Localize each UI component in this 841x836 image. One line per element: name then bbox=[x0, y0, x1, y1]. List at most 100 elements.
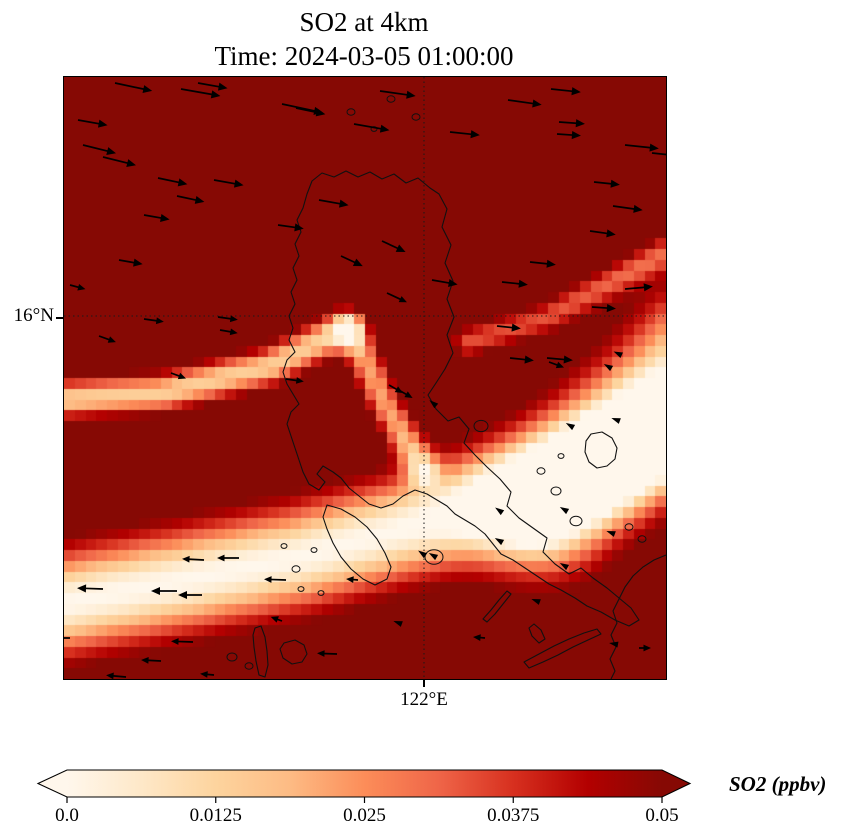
coastline-islet bbox=[536, 467, 546, 475]
coastline-islet bbox=[280, 543, 288, 549]
x-axis-tick-mark bbox=[423, 680, 425, 687]
coastline-islet bbox=[637, 535, 647, 543]
y-axis-tick-mark bbox=[56, 317, 64, 319]
wind-arrow bbox=[151, 586, 177, 596]
wind-quiver-layer bbox=[64, 82, 666, 679]
colorbar-tick-label: 0.025 bbox=[343, 805, 386, 826]
coastline-catanduanes bbox=[584, 431, 618, 469]
coastline-islet bbox=[550, 486, 562, 496]
coastline-mindoro bbox=[322, 504, 392, 586]
wind-arrow bbox=[612, 204, 643, 213]
so2-heatmap bbox=[64, 77, 666, 679]
wind-arrow bbox=[285, 377, 304, 384]
colorbar-tick-label: 0.0 bbox=[55, 805, 79, 826]
wind-arrow bbox=[77, 584, 104, 593]
coastline-islet bbox=[297, 586, 305, 592]
wind-arrow bbox=[613, 351, 623, 358]
wind-arrow bbox=[219, 328, 238, 336]
colorbar-gradient-bar bbox=[36, 769, 692, 798]
wind-arrow bbox=[509, 355, 534, 364]
wind-arrow bbox=[317, 650, 338, 657]
wind-arrow bbox=[77, 119, 108, 128]
colorbar-label: SO2 (ppbv) bbox=[729, 772, 827, 796]
wind-arrow bbox=[106, 672, 127, 679]
wind-arrow bbox=[494, 538, 505, 546]
wind-arrow bbox=[143, 213, 170, 222]
coastline-burias bbox=[482, 590, 512, 623]
wind-arrow bbox=[546, 355, 573, 364]
figure-title: SO2 at 4km bbox=[299, 7, 429, 37]
wind-arrow bbox=[178, 590, 202, 600]
wind-arrow bbox=[606, 530, 616, 537]
wind-arrow bbox=[170, 372, 187, 380]
colorbar: 0.0 0.0125 0.025 0.0375 0.05 bbox=[36, 769, 692, 826]
wind-arrow bbox=[346, 576, 359, 583]
wind-arrow bbox=[609, 641, 619, 648]
wind-arrow bbox=[550, 87, 581, 96]
wind-arrow bbox=[264, 576, 287, 583]
wind-arrow bbox=[501, 279, 528, 288]
wind-arrow bbox=[559, 563, 570, 571]
wind-arrow bbox=[114, 82, 153, 93]
wind-arrow bbox=[98, 335, 116, 343]
wind-arrow bbox=[558, 119, 585, 128]
wind-arrow bbox=[418, 550, 428, 559]
wind-arrow bbox=[639, 644, 651, 652]
wind-arrow bbox=[381, 240, 406, 252]
wind-arrow bbox=[141, 656, 162, 664]
wind-arrow bbox=[431, 278, 458, 287]
wind-arrow bbox=[171, 638, 194, 645]
wind-arrow bbox=[118, 258, 143, 267]
wind-arrow bbox=[200, 671, 215, 678]
wind-arrow bbox=[507, 99, 542, 108]
coastline-islet bbox=[424, 549, 444, 565]
colorbar-ticks: 0.0 0.0125 0.025 0.0375 0.05 bbox=[55, 797, 679, 826]
wind-arrow bbox=[217, 554, 239, 562]
wind-arrow bbox=[428, 553, 439, 561]
wind-arrow bbox=[180, 88, 221, 99]
wind-arrow bbox=[496, 323, 521, 332]
wind-arrow bbox=[556, 131, 581, 140]
coastline-sibuyan bbox=[279, 639, 308, 665]
coastline-islet bbox=[244, 662, 254, 670]
wind-arrow bbox=[318, 199, 349, 208]
wind-arrow bbox=[565, 423, 576, 431]
coastline-samar bbox=[609, 554, 666, 679]
coastline-layer bbox=[226, 95, 666, 679]
wind-arrow bbox=[353, 123, 390, 133]
colorbar-tick-label: 0.05 bbox=[645, 805, 678, 826]
coastline-ticao bbox=[528, 623, 546, 644]
wind-arrow bbox=[651, 152, 666, 156]
map-axes bbox=[63, 76, 667, 680]
wind-arrow bbox=[213, 179, 244, 188]
wind-arrow bbox=[386, 292, 407, 303]
wind-arrow bbox=[69, 283, 86, 291]
wind-arrow bbox=[143, 317, 164, 325]
wind-arrow bbox=[429, 400, 439, 409]
map-overlay bbox=[64, 77, 666, 679]
wind-arrow bbox=[495, 507, 505, 516]
coastline-tablas bbox=[252, 625, 269, 678]
wind-arrow bbox=[624, 143, 659, 152]
coastline-islet bbox=[346, 108, 356, 116]
wind-arrow bbox=[197, 82, 228, 91]
wind-arrow bbox=[611, 417, 621, 424]
coastline-islet bbox=[291, 565, 301, 573]
wind-arrow bbox=[182, 555, 205, 563]
wind-arrow bbox=[157, 177, 188, 187]
wind-arrow bbox=[270, 616, 283, 623]
wind-arrow bbox=[624, 283, 653, 292]
wind-arrow bbox=[548, 361, 565, 369]
coastline-islet bbox=[569, 515, 583, 527]
coastline-islet bbox=[370, 126, 378, 132]
wind-arrow bbox=[102, 156, 136, 167]
wind-arrow bbox=[473, 634, 486, 641]
wind-arrow bbox=[217, 315, 238, 323]
wind-arrow bbox=[449, 130, 480, 139]
coastline-islet bbox=[557, 453, 565, 459]
wind-arrow bbox=[529, 259, 556, 268]
coastline-masbate bbox=[523, 628, 602, 669]
wind-arrow bbox=[393, 620, 403, 627]
coastline-islet bbox=[310, 547, 318, 553]
